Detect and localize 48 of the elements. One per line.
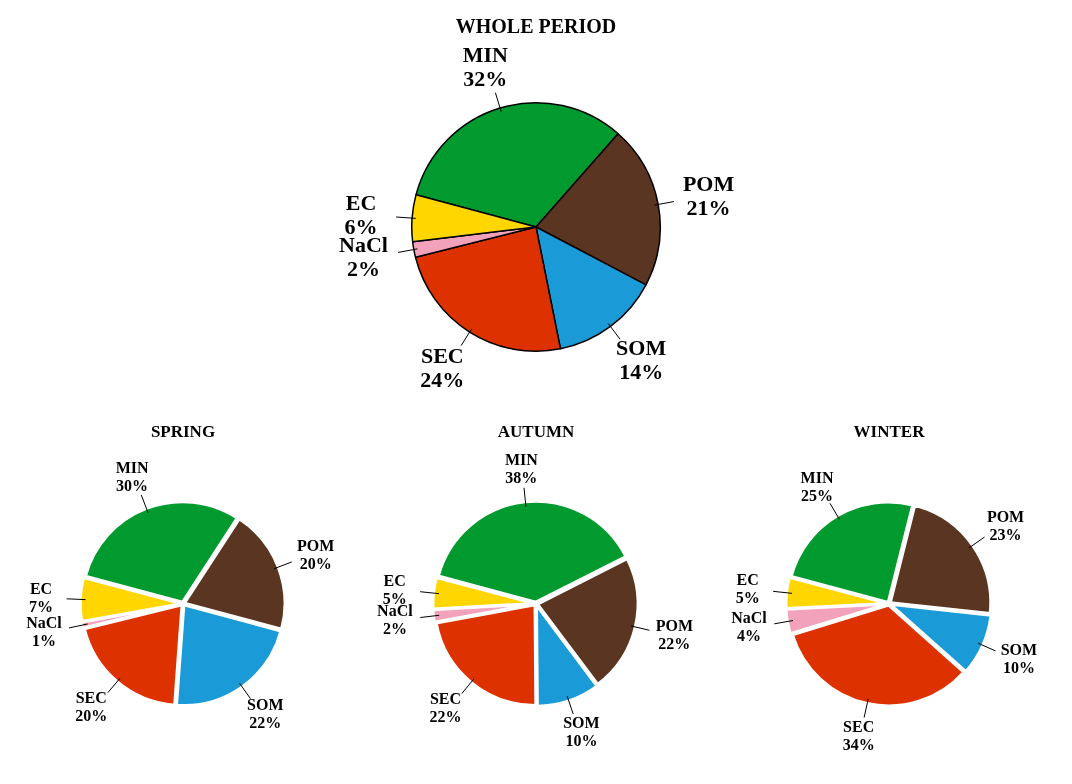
slice-label: EC xyxy=(383,571,406,589)
data-label: 14% xyxy=(619,359,664,385)
chart-title: WINTER xyxy=(853,421,926,441)
data-label: 32% xyxy=(463,66,508,92)
slice-label: POM xyxy=(682,171,735,197)
data-label: 21% xyxy=(686,195,731,221)
data-label: 38% xyxy=(505,468,538,486)
data-label: 10% xyxy=(1002,658,1035,676)
data-label: 30% xyxy=(116,477,149,495)
data-label: 1% xyxy=(32,632,57,650)
data-label: 4% xyxy=(737,627,762,645)
slice-label: EC xyxy=(29,580,53,598)
slice-label: SOM xyxy=(1000,640,1038,658)
slice-label: POM xyxy=(986,508,1025,526)
data-label: 5% xyxy=(735,589,760,607)
data-label: 22% xyxy=(429,708,462,726)
data-label: 22% xyxy=(249,714,282,732)
slice-label: POM xyxy=(655,616,694,634)
slice-label: SOM xyxy=(563,714,600,732)
slice-label: MIN xyxy=(462,42,508,68)
slice-label: NaCl xyxy=(26,614,63,632)
data-label: 24% xyxy=(420,366,465,392)
slice-label: NaCl xyxy=(731,609,768,627)
data-label: 23% xyxy=(989,526,1022,544)
data-label: 20% xyxy=(299,555,332,573)
data-label: 10% xyxy=(565,732,598,750)
slice-label: SEC xyxy=(843,718,875,736)
chart-title: WHOLE PERIOD xyxy=(455,15,617,38)
data-label: 25% xyxy=(801,486,833,504)
data-label: 20% xyxy=(75,707,108,725)
data-label: 34% xyxy=(842,736,875,754)
chart-title: SPRING xyxy=(150,421,216,441)
slice-label: MIN xyxy=(504,450,539,468)
slice-label: MIN xyxy=(115,459,149,477)
data-label: 2% xyxy=(382,619,407,637)
chart-title: AUTUMN xyxy=(497,421,575,441)
slice-label: POM xyxy=(297,537,335,555)
slice-label: SEC xyxy=(75,689,107,707)
slice-label: EC xyxy=(736,571,759,589)
slice-label: SEC xyxy=(420,342,464,368)
slice-label: SOM xyxy=(247,696,284,714)
data-label: 2% xyxy=(346,255,380,281)
slice-label: SEC xyxy=(429,690,462,708)
slice-label: EC xyxy=(345,189,377,215)
slice-label: MIN xyxy=(800,468,834,486)
data-label: 7% xyxy=(29,598,54,616)
data-label: 22% xyxy=(658,634,691,652)
slice-label: SOM xyxy=(616,335,667,361)
